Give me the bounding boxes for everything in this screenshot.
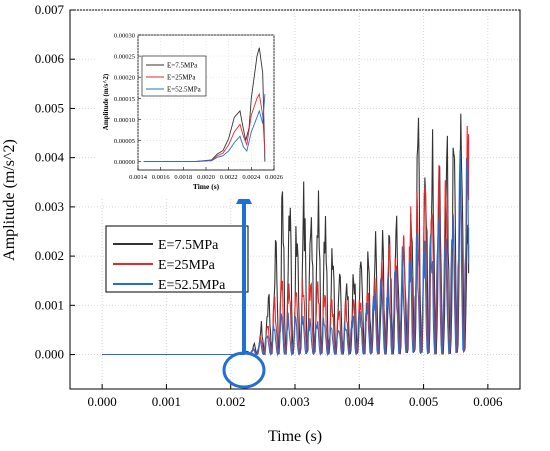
x-tick-label: 0.006 xyxy=(473,394,503,409)
inset-legend-label: E=7.5MPa xyxy=(167,62,198,70)
y-tick-label: 0.003 xyxy=(35,199,64,214)
x-tick-label: 0.000 xyxy=(88,394,117,409)
x-tick-label: 0.003 xyxy=(280,394,309,409)
y-tick-label: 0.004 xyxy=(35,150,65,165)
legend-label: E=25MPa xyxy=(158,258,216,273)
inset-x-tick-label: 0.0022 xyxy=(220,174,238,181)
inset-axes: 0.0014 0.0016 0.0018 0.0020 0.0022 0.0024 0.00… xyxy=(114,33,284,182)
main-legend: E=7.5MPa E=25MPa E=52.5MPa xyxy=(105,225,249,293)
y-tick-label: 0.007 xyxy=(35,2,65,17)
y-tick-label: 0.002 xyxy=(35,248,64,263)
inset-legend: E=7.5MPa E=25MPa E=52.5MPa xyxy=(141,55,207,97)
legend-label: E=52.5MPa xyxy=(158,278,226,293)
x-tick-label: 0.001 xyxy=(152,394,181,409)
inset-legend-label: E=52.5MPa xyxy=(167,86,202,94)
inset-x-tick-label: 0.0016 xyxy=(152,174,171,181)
y-tick-label: 0.006 xyxy=(35,51,65,66)
x-axis-label: Time (s) xyxy=(268,428,322,445)
inset-x-axis-label: Time (s) xyxy=(193,182,220,191)
inset-series-line xyxy=(143,92,266,163)
inset-x-tick-label: 0.0014 xyxy=(129,174,148,181)
inset-y-axis-label: Amplitude (m/s^2) xyxy=(102,73,110,130)
y-tick-label: 0.001 xyxy=(35,297,64,312)
inset-x-tick-label: 0.0026 xyxy=(265,174,284,181)
inset-x-tick-label: 0.0024 xyxy=(242,174,261,181)
main-series-group xyxy=(102,113,470,357)
inset-series-line xyxy=(143,47,266,163)
inset-y-tick-label: 0.00020 xyxy=(114,75,135,82)
main-axes: 0.000 0.001 0.002 0.003 0.004 0.005 0.006 0.000… xyxy=(35,2,503,409)
inset-x-tick-label: 0.0018 xyxy=(174,174,192,181)
inset-y-tick-label: 0.00000 xyxy=(114,159,135,166)
inset-y-tick-label: 0.00005 xyxy=(114,138,135,145)
y-axis-label: Amplitude (m/s^2) xyxy=(1,139,18,261)
legend-label: E=7.5MPa xyxy=(158,238,219,253)
y-tick-label: 0.000 xyxy=(35,347,64,362)
inset-y-tick-label: 0.00025 xyxy=(114,54,135,61)
x-tick-label: 0.004 xyxy=(345,394,375,409)
inset-series-group xyxy=(143,47,266,163)
inset-series-line xyxy=(143,94,266,163)
main-series-line xyxy=(102,150,470,357)
inset-y-tick-label: 0.00010 xyxy=(114,117,135,124)
inset-y-tick-label: 0.00030 xyxy=(114,33,135,40)
x-tick-label: 0.005 xyxy=(409,394,438,409)
inset-y-tick-label: 0.00015 xyxy=(114,96,135,103)
y-tick-label: 0.005 xyxy=(35,100,64,115)
inset-legend-label: E=25MPa xyxy=(167,74,196,82)
x-tick-label: 0.002 xyxy=(216,394,245,409)
inset-x-tick-label: 0.0020 xyxy=(197,174,215,181)
